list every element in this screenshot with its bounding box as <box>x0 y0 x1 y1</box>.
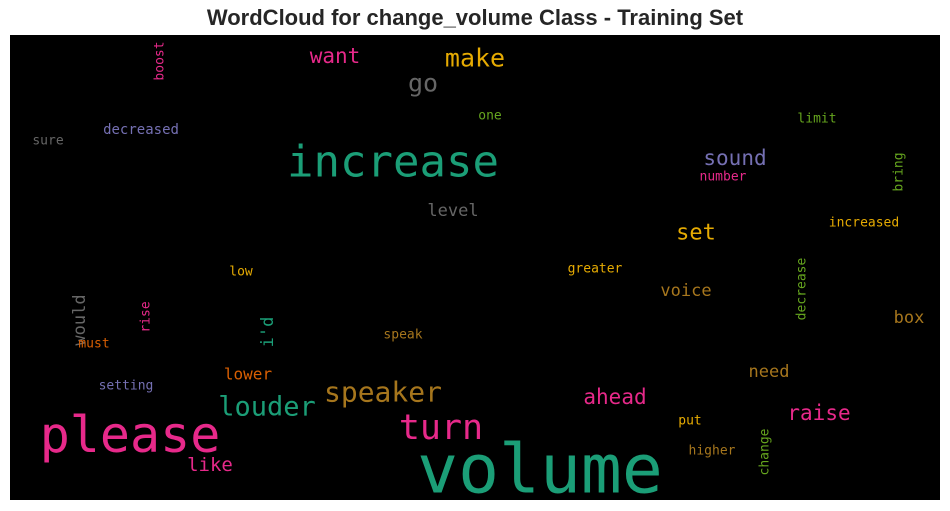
word-low: low <box>229 265 253 280</box>
word-speaker: speaker <box>324 376 442 409</box>
word-id: i'd <box>258 317 278 348</box>
word-limit: limit <box>797 112 836 127</box>
word-setting: setting <box>99 379 154 394</box>
word-turn: turn <box>399 408 483 448</box>
word-number: number <box>700 170 747 185</box>
word-please: please <box>40 406 221 464</box>
word-level: level <box>427 201 478 221</box>
word-one: one <box>478 109 502 124</box>
word-voice: voice <box>660 281 711 301</box>
word-box: box <box>894 308 925 328</box>
word-louder: louder <box>218 392 316 423</box>
word-need: need <box>749 362 790 382</box>
word-raise: raise <box>787 401 850 425</box>
word-would: would <box>70 294 90 345</box>
word-sure: sure <box>32 134 63 149</box>
word-go: go <box>408 69 438 98</box>
word-like: like <box>187 454 233 476</box>
chart-title: WordCloud for change_volume Class - Trai… <box>206 5 744 30</box>
wordcloud-background <box>10 35 940 500</box>
word-rise: rise <box>139 301 154 332</box>
word-speak: speak <box>383 328 422 343</box>
word-set: set <box>676 221 716 246</box>
word-want: want <box>310 44 361 68</box>
word-decreased: decreased <box>103 122 179 138</box>
word-boost: boost <box>153 41 168 80</box>
word-must: must <box>78 337 109 352</box>
word-sound: sound <box>703 146 766 170</box>
word-change: change <box>758 428 773 475</box>
word-make: make <box>445 44 505 73</box>
word-ahead: ahead <box>583 385 646 409</box>
word-greater: greater <box>568 262 623 277</box>
word-put: put <box>678 414 701 429</box>
word-lower: lower <box>224 365 273 384</box>
word-increased: increased <box>829 216 899 231</box>
word-increase: increase <box>287 137 499 188</box>
word-volume: volume <box>417 431 663 501</box>
word-bring: bring <box>892 152 907 191</box>
word-higher: higher <box>689 444 736 459</box>
word-decrease: decrease <box>795 258 810 321</box>
